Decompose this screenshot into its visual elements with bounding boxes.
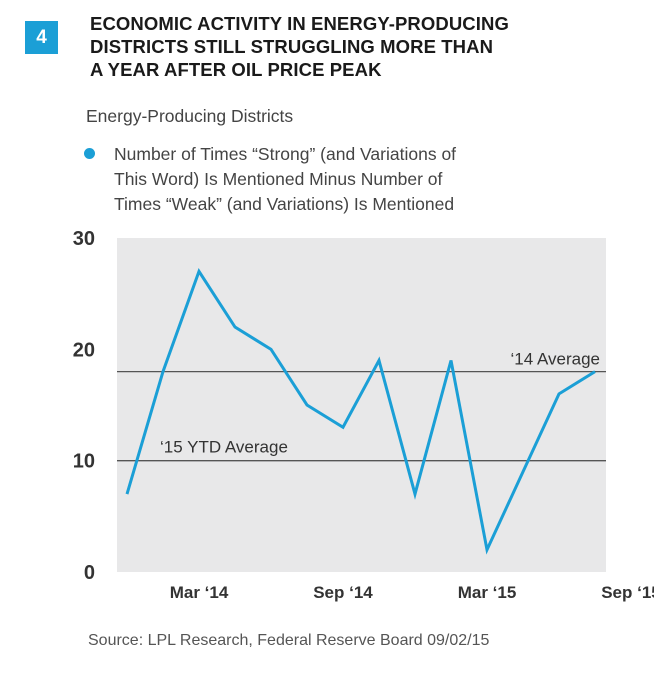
y-tick-label: 20 — [73, 339, 95, 361]
legend-label-line: This Word) Is Mentioned Minus Number of — [114, 169, 443, 189]
legend-label-line: Times “Weak” (and Variations) Is Mention… — [114, 194, 455, 214]
legend-label: Number of Times “Strong” (and Variations… — [114, 142, 544, 217]
y-tick-label: 0 — [84, 562, 95, 584]
chart-subtitle: Energy-Producing Districts — [86, 106, 294, 126]
x-tick-label: Mar ‘14 — [170, 583, 229, 602]
y-tick-label: 10 — [73, 451, 95, 473]
x-tick-label: Mar ‘15 — [458, 583, 517, 602]
chart-title-line: ECONOMIC ACTIVITY IN ENERGY-PRODUCING — [90, 13, 509, 34]
x-tick-label: Sep ‘15 — [601, 583, 654, 602]
plot-area — [117, 238, 606, 572]
reference-line-label: ‘14 Average — [511, 350, 600, 369]
y-tick-label: 30 — [73, 228, 95, 250]
legend-label-line: Number of Times “Strong” (and Variations… — [114, 144, 457, 164]
chart-title: ECONOMIC ACTIVITY IN ENERGY-PRODUCING DI… — [90, 12, 590, 81]
legend-marker-icon — [84, 148, 95, 159]
reference-line-label: ‘15 YTD Average — [160, 438, 288, 457]
x-tick-label: Sep ‘14 — [313, 583, 373, 602]
chart-title-line: DISTRICTS STILL STRUGGLING MORE THAN — [90, 36, 494, 57]
source-note: Source: LPL Research, Federal Reserve Bo… — [88, 632, 490, 649]
chart-title-line: A YEAR AFTER OIL PRICE PEAK — [90, 59, 382, 80]
figure-number-badge: 4 — [25, 21, 58, 54]
series-line — [125, 268, 596, 555]
